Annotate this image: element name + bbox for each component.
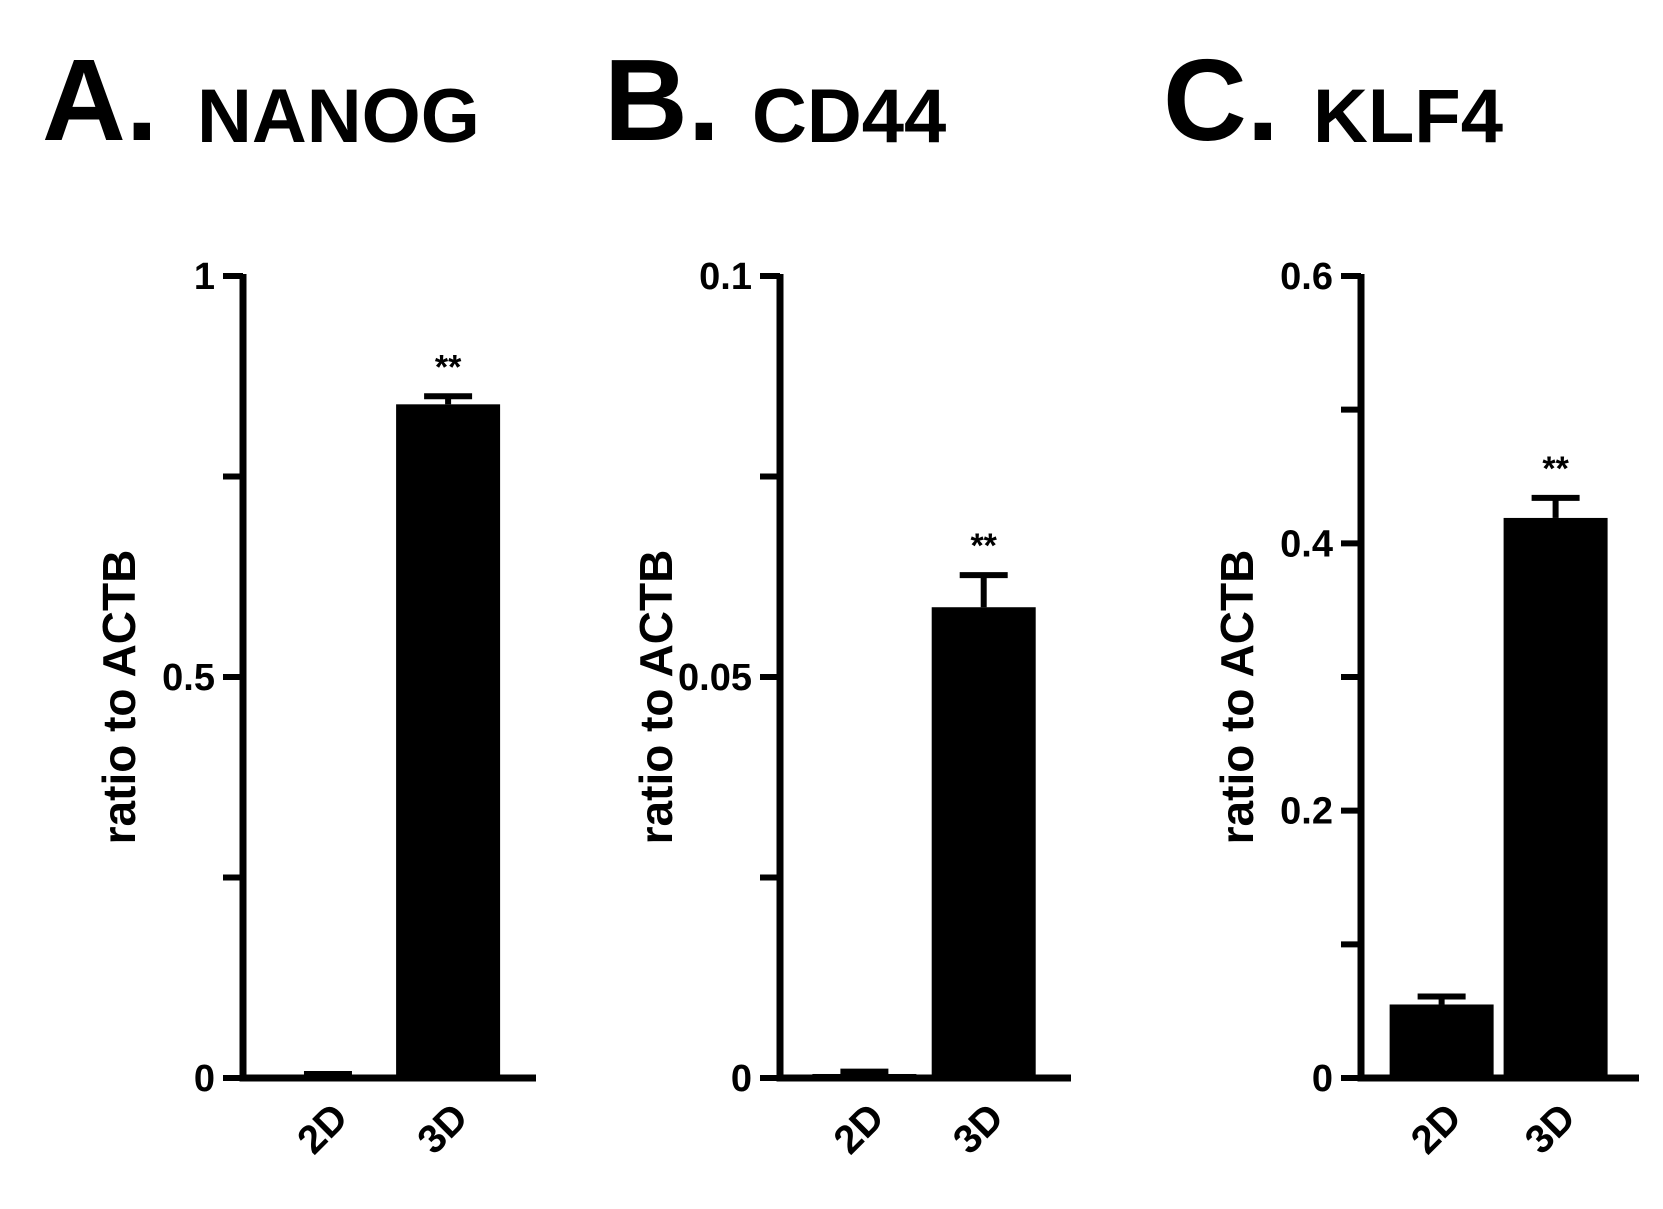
panel-nanog-y-axis-title: ratio to ACTB [93, 550, 145, 845]
panel-klf4-title: KLF4 [1313, 74, 1503, 159]
panel-nanog-category-label-3d: 3D [409, 1095, 476, 1162]
panel-cd44-y-tick-label: 0.1 [699, 256, 752, 298]
panel-klf4-significance-3d: ** [1542, 450, 1569, 488]
panel-cd44-category-label-3d: 3D [945, 1095, 1012, 1162]
panel-klf4-bar-2d [1389, 1004, 1494, 1078]
panel-klf4-y-tick-label: 0.6 [1280, 256, 1333, 298]
panel-klf4-category-label-2d: 2D [1403, 1095, 1470, 1162]
panel-klf4-y-tick-label: 0.4 [1280, 523, 1333, 565]
panel-nanog-bar-3d [396, 404, 501, 1078]
panel-nanog-category-label-2d: 2D [289, 1095, 356, 1162]
panel-cd44-bar-3d [931, 607, 1036, 1078]
panel-klf4-y-tick-label: 0.2 [1280, 791, 1333, 833]
panel-cd44-bar-2d [812, 1073, 917, 1078]
panel-cd44-y-tick-label: 0.05 [678, 657, 752, 699]
panel-nanog-letter: A. [42, 35, 158, 165]
panel-klf4-bar-3d [1503, 517, 1608, 1078]
panel-nanog-y-tick-label: 1 [194, 256, 215, 298]
panel-cd44-category-label-2d: 2D [826, 1095, 893, 1162]
panel-nanog-y-tick-label: 0 [194, 1058, 215, 1100]
panel-cd44-letter: B. [604, 35, 720, 165]
panel-nanog-significance-3d: ** [435, 348, 462, 386]
panel-klf4-y-axis-title: ratio to ACTB [1211, 550, 1263, 845]
panel-cd44-title: CD44 [752, 74, 946, 159]
panel-nanog-title: NANOG [197, 74, 480, 159]
panel-cd44-significance-3d: ** [970, 527, 997, 565]
panel-nanog-y-tick-label: 0.5 [162, 657, 215, 699]
panel-klf4-letter: C. [1163, 35, 1279, 165]
panel-klf4-category-label-3d: 3D [1517, 1095, 1584, 1162]
panel-cd44-y-axis-title: ratio to ACTB [630, 550, 682, 845]
panel-cd44-y-tick-label: 0 [731, 1058, 752, 1100]
panel-klf4-y-tick-label: 0 [1312, 1058, 1333, 1100]
